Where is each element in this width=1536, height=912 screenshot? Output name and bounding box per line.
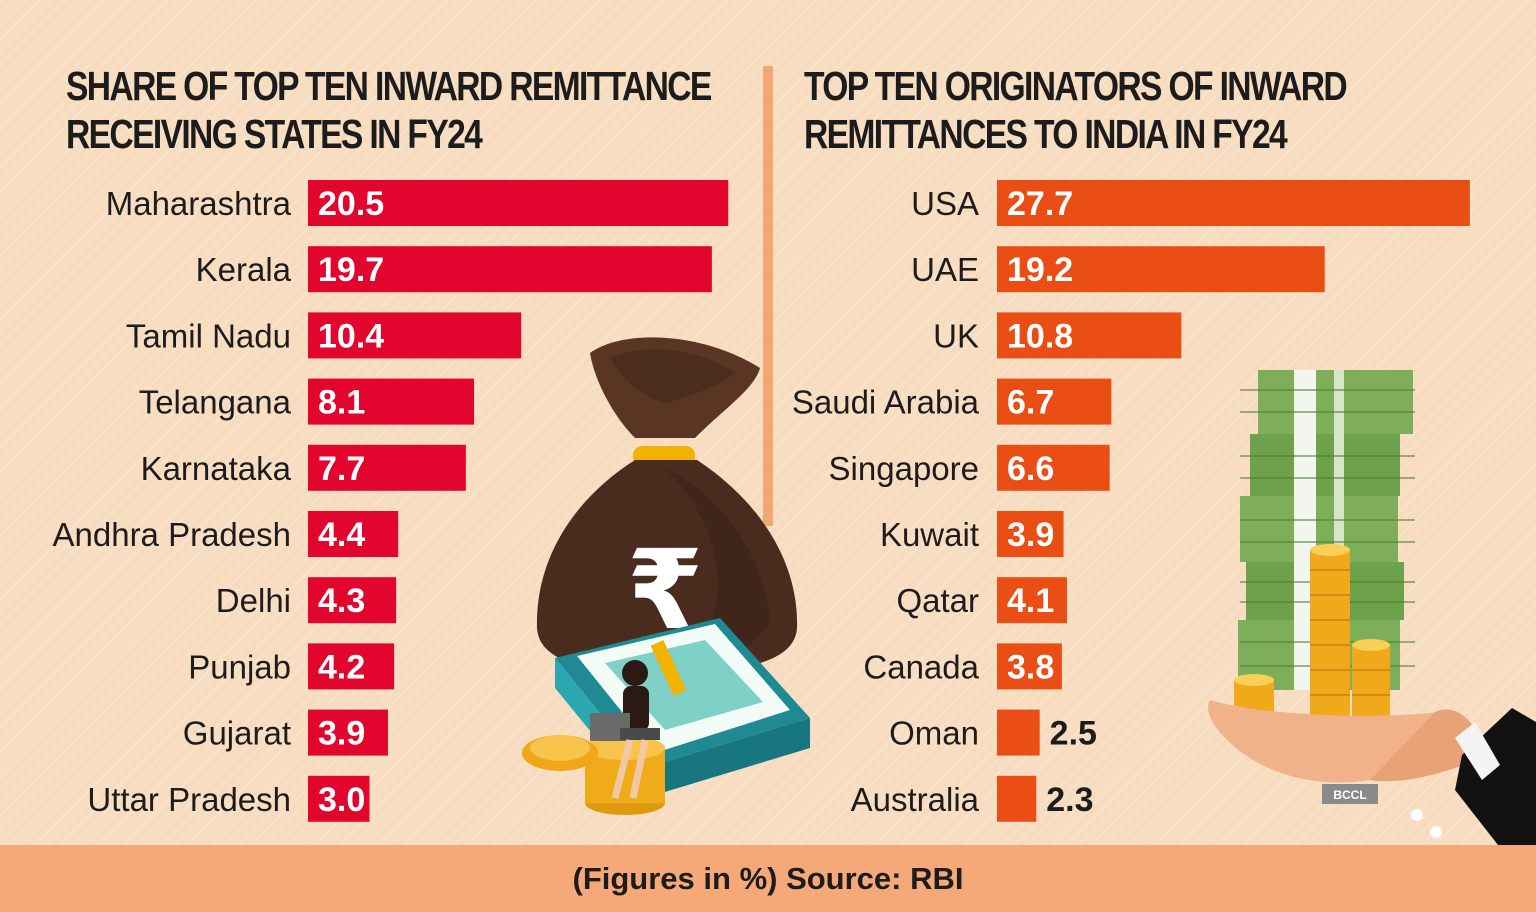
countries-category-label: UAE [911, 251, 979, 288]
states-bar [308, 180, 729, 226]
countries-value-label: 3.8 [1007, 648, 1054, 686]
bar-charts: Maharashtra 20.5 Kerala 19.7 Tamil Nadu 10.4 T… [53, 180, 1470, 822]
countries-value-label: 6.6 [1007, 450, 1054, 488]
gold-coin-stacks-icon [1234, 544, 1390, 725]
countries-category-label: Kuwait [880, 516, 979, 553]
states-bar [308, 577, 397, 624]
countries-bar [997, 246, 1325, 293]
countries-category-label: Oman [889, 715, 979, 752]
countries-category-label: UK [933, 317, 979, 354]
watermark-text: BCCL [1333, 788, 1366, 802]
countries-bar [997, 180, 1470, 226]
countries-category-label: Qatar [896, 582, 979, 619]
countries-bar [997, 643, 1062, 690]
states-value-label: 10.4 [318, 317, 384, 355]
watermark-badge [1322, 784, 1378, 804]
states-category-label: Tamil Nadu [126, 317, 291, 354]
states-bar [308, 709, 388, 756]
states-value-label: 8.1 [318, 384, 365, 422]
countries-bar [997, 577, 1067, 624]
panel-divider [763, 66, 773, 526]
countries-value-label: 10.8 [1007, 317, 1073, 355]
left-title-line-1: SHARE OF TOP TEN INWARD REMITTANCE [66, 63, 712, 109]
states-category-label: Maharashtra [106, 185, 292, 222]
cash-in-hand-illustration: BCCL [1207, 370, 1536, 845]
states-category-label: Andhra Pradesh [53, 516, 292, 553]
suit-sleeve-icon [1411, 708, 1536, 845]
countries-bar-chart: USA 27.7 UAE 19.2 UK 10.8 Saudi Arabia 6.7 Singa… [792, 180, 1470, 822]
countries-bar [997, 709, 1040, 756]
states-bar [308, 511, 399, 557]
states-value-label: 4.4 [318, 516, 365, 554]
countries-value-label: 27.7 [1007, 185, 1073, 223]
states-value-label: 3.9 [318, 715, 365, 753]
states-category-label: Uttar Pradesh [87, 781, 291, 818]
hand-icon [1207, 700, 1483, 783]
countries-bar [997, 444, 1110, 491]
countries-value-label: 6.7 [1007, 384, 1054, 422]
states-bar [308, 312, 522, 359]
countries-category-label: Canada [863, 648, 979, 685]
states-category-label: Punjab [188, 648, 291, 685]
states-value-label: 4.3 [318, 582, 365, 620]
states-category-label: Telangana [139, 384, 292, 421]
countries-value-label: 2.3 [1046, 781, 1093, 819]
countries-bar [997, 378, 1112, 425]
countries-bar [997, 511, 1064, 557]
countries-category-label: USA [911, 185, 979, 222]
states-value-label: 4.2 [318, 648, 365, 686]
states-bar-chart: Maharashtra 20.5 Kerala 19.7 Tamil Nadu 10.4 T… [53, 180, 729, 822]
right-chart-title: TOP TEN ORIGINATORS OF INWARD REMITTANCE… [804, 62, 1348, 158]
states-bar [308, 246, 712, 293]
countries-category-label: Australia [851, 781, 980, 818]
left-title-line-2: RECEIVING STATES IN FY24 [66, 111, 483, 157]
states-category-label: Kerala [196, 251, 292, 288]
right-title-line-2: REMITTANCES TO INDIA IN FY24 [804, 111, 1288, 157]
states-bar [308, 378, 475, 425]
countries-bar [997, 775, 1037, 822]
countries-value-label: 3.9 [1007, 516, 1054, 554]
countries-bar [997, 312, 1182, 359]
states-bar [308, 444, 466, 491]
money-bag-illustration: ₹ [522, 337, 810, 815]
footer-note: (Figures in %) Source: RBI [572, 860, 964, 896]
states-category-label: Karnataka [141, 450, 292, 487]
states-category-label: Gujarat [183, 715, 291, 752]
countries-value-label: 2.5 [1050, 715, 1097, 753]
states-value-label: 7.7 [318, 450, 365, 488]
left-chart-title: SHARE OF TOP TEN INWARD REMITTANCE RECEI… [66, 62, 712, 158]
states-value-label: 19.7 [318, 251, 384, 289]
person-with-laptop-icon [590, 660, 660, 799]
countries-value-label: 19.2 [1007, 251, 1073, 289]
countries-category-label: Saudi Arabia [792, 384, 980, 421]
states-category-label: Delhi [216, 582, 291, 619]
states-bar [308, 775, 370, 822]
footer-bar: (Figures in %) Source: RBI [0, 845, 1536, 912]
states-value-label: 20.5 [318, 185, 384, 223]
countries-value-label: 4.1 [1007, 582, 1054, 620]
countries-category-label: Singapore [829, 450, 979, 487]
states-bar [308, 643, 395, 690]
right-title-line-1: TOP TEN ORIGINATORS OF INWARD [804, 63, 1348, 109]
states-value-label: 3.0 [318, 781, 365, 819]
